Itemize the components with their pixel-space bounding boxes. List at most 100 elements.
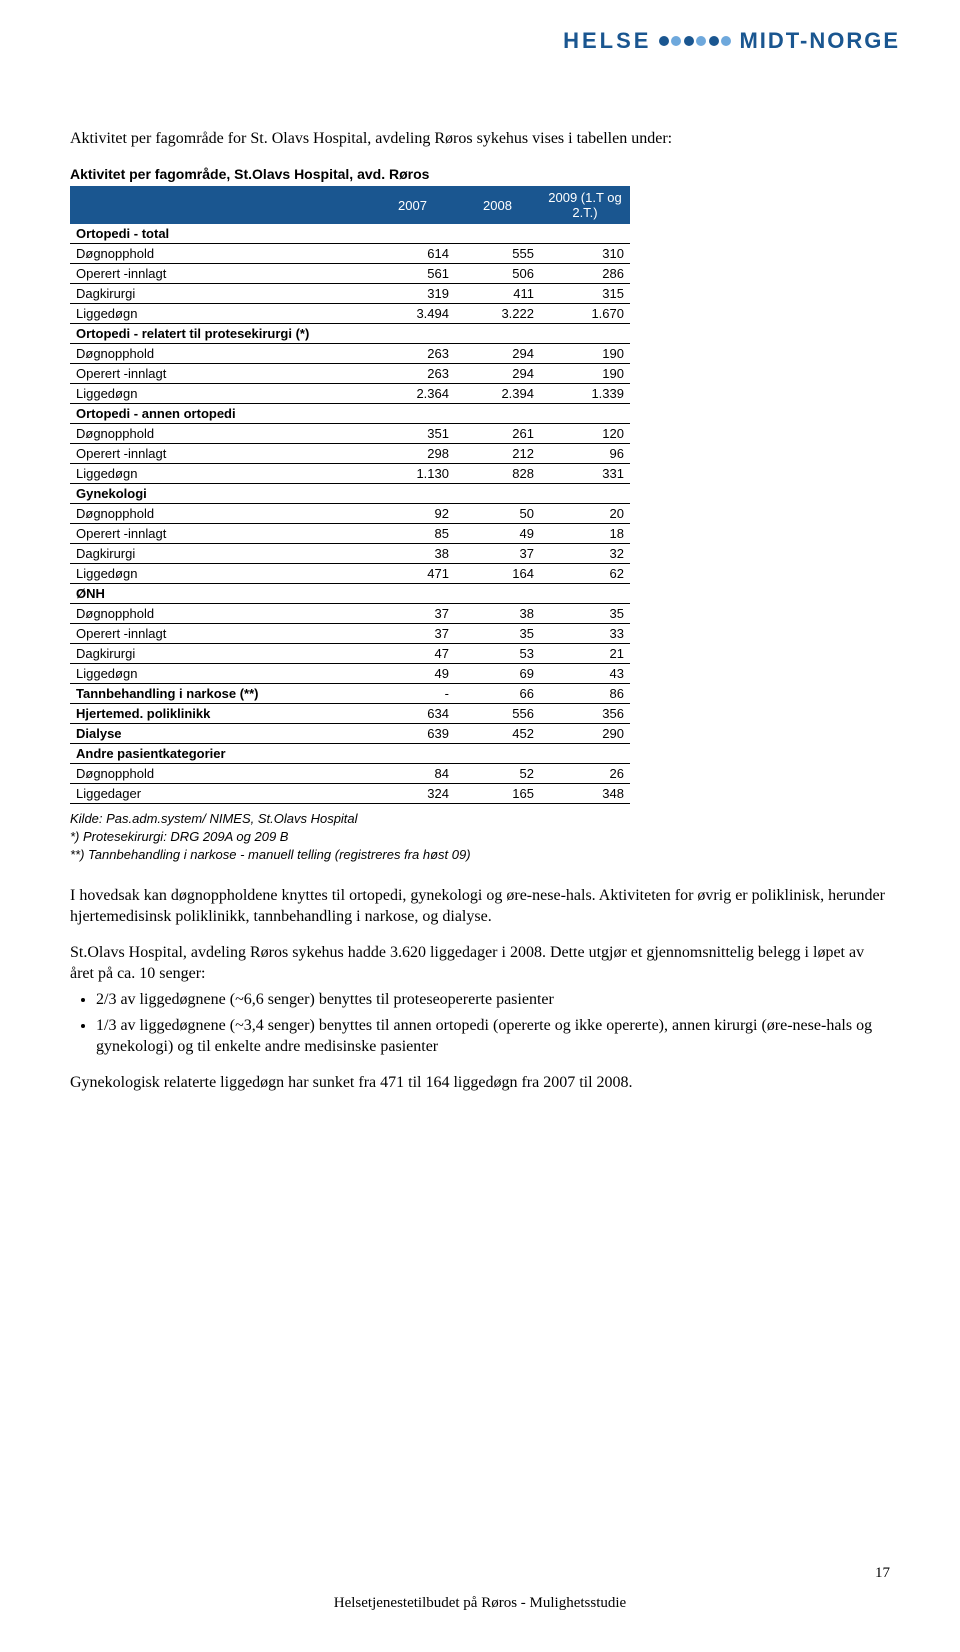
row-value: 1.670 xyxy=(540,304,630,324)
row-value: 555 xyxy=(455,244,540,264)
row-value: 351 xyxy=(370,424,455,444)
row-value: 2.364 xyxy=(370,384,455,404)
row-value: 1.130 xyxy=(370,464,455,484)
row-label: Dialyse xyxy=(70,724,370,744)
row-value: 62 xyxy=(540,564,630,584)
note-star2: **) Tannbehandling i narkose - manuell t… xyxy=(70,846,890,864)
row-label: Liggedøgn xyxy=(70,564,370,584)
row-value: 561 xyxy=(370,264,455,284)
row-value: 556 xyxy=(455,704,540,724)
table-row: Liggedøgn496943 xyxy=(70,664,630,684)
row-value: 66 xyxy=(455,684,540,704)
row-value: 2.394 xyxy=(455,384,540,404)
table-row: Operert -innlagt561506286 xyxy=(70,264,630,284)
activity-table: 2007 2008 2009 (1.T og 2.T.) Ortopedi - … xyxy=(70,186,630,804)
table-row: Liggedøgn1.130828331 xyxy=(70,464,630,484)
table-row: Operert -innlagt373533 xyxy=(70,624,630,644)
table-row: Operert -innlagt854918 xyxy=(70,524,630,544)
row-value: 38 xyxy=(370,544,455,564)
table-row: Døgnopphold373835 xyxy=(70,604,630,624)
table-row: Døgnopphold263294190 xyxy=(70,344,630,364)
col-2009: 2009 (1.T og 2.T.) xyxy=(540,186,630,224)
row-value: 26 xyxy=(540,764,630,784)
row-label: Døgnopphold xyxy=(70,244,370,264)
row-value: 1.339 xyxy=(540,384,630,404)
row-value: 84 xyxy=(370,764,455,784)
row-value: 33 xyxy=(540,624,630,644)
row-value: 37 xyxy=(370,624,455,644)
logo-dots xyxy=(659,36,731,46)
row-value: 69 xyxy=(455,664,540,684)
footer-text: Helsetjenestetilbudet på Røros - Mulighe… xyxy=(0,1595,960,1612)
row-label: Døgnopphold xyxy=(70,424,370,444)
row-label: Dagkirurgi xyxy=(70,544,370,564)
row-value: 85 xyxy=(370,524,455,544)
row-value: 3.222 xyxy=(455,304,540,324)
row-value: 165 xyxy=(455,784,540,804)
col-2008: 2008 xyxy=(455,186,540,224)
row-value: 49 xyxy=(455,524,540,544)
row-value: - xyxy=(370,684,455,704)
row-value: 38 xyxy=(455,604,540,624)
row-value: 50 xyxy=(455,504,540,524)
note-source: Kilde: Pas.adm.system/ NIMES, St.Olavs H… xyxy=(70,810,890,828)
row-value: 92 xyxy=(370,504,455,524)
row-label: Døgnopphold xyxy=(70,504,370,524)
row-value: 21 xyxy=(540,644,630,664)
table-source-notes: Kilde: Pas.adm.system/ NIMES, St.Olavs H… xyxy=(70,810,890,865)
row-value: 212 xyxy=(455,444,540,464)
row-value: 35 xyxy=(455,624,540,644)
row-label: Operert -innlagt xyxy=(70,524,370,544)
row-value: 18 xyxy=(540,524,630,544)
row-label: Døgnopphold xyxy=(70,764,370,784)
table-row: Døgnopphold614555310 xyxy=(70,244,630,264)
table-row: Liggedøgn47116462 xyxy=(70,564,630,584)
row-label: Tannbehandling i narkose (**) xyxy=(70,684,370,704)
paragraph-2: St.Olavs Hospital, avdeling Røros sykehu… xyxy=(70,942,890,985)
row-label: Operert -innlagt xyxy=(70,444,370,464)
row-label: Liggedøgn xyxy=(70,304,370,324)
row-label: Døgnopphold xyxy=(70,604,370,624)
row-value: 331 xyxy=(540,464,630,484)
table-row: Operert -innlagt29821296 xyxy=(70,444,630,464)
logo-midt-text: MIDT-NORGE xyxy=(739,28,900,54)
row-value: 294 xyxy=(455,344,540,364)
row-value: 634 xyxy=(370,704,455,724)
row-value: 471 xyxy=(370,564,455,584)
row-value: 319 xyxy=(370,284,455,304)
table-row: Operert -innlagt263294190 xyxy=(70,364,630,384)
table-section-row: Andre pasientkategorier xyxy=(70,744,630,764)
row-label: Operert -innlagt xyxy=(70,364,370,384)
row-label: Dagkirurgi xyxy=(70,284,370,304)
row-value: 828 xyxy=(455,464,540,484)
row-value: 324 xyxy=(370,784,455,804)
row-value: 37 xyxy=(455,544,540,564)
table-section-row: Ortopedi - total xyxy=(70,224,630,244)
section-label: Ortopedi - total xyxy=(70,224,370,244)
table-section-row: Gynekologi xyxy=(70,484,630,504)
header-logo: HELSE MIDT-NORGE xyxy=(563,28,900,54)
section-label: ØNH xyxy=(70,584,370,604)
row-value: 263 xyxy=(370,364,455,384)
note-star1: *) Protesekirurgi: DRG 209A og 209 B xyxy=(70,828,890,846)
table-section-row: ØNH xyxy=(70,584,630,604)
row-value: 263 xyxy=(370,344,455,364)
row-label: Hjertemed. poliklinikk xyxy=(70,704,370,724)
row-value: 120 xyxy=(540,424,630,444)
section-label: Ortopedi - relatert til protesekirurgi (… xyxy=(70,324,370,344)
row-label: Dagkirurgi xyxy=(70,644,370,664)
row-label: Operert -innlagt xyxy=(70,624,370,644)
row-value: 356 xyxy=(540,704,630,724)
row-value: 452 xyxy=(455,724,540,744)
row-value: 53 xyxy=(455,644,540,664)
table-row: Tannbehandling i narkose (**)-6686 xyxy=(70,684,630,704)
table-row: Liggedager324165348 xyxy=(70,784,630,804)
col-blank xyxy=(70,186,370,224)
row-value: 37 xyxy=(370,604,455,624)
row-value: 411 xyxy=(455,284,540,304)
page-content: Aktivitet per fagområde for St. Olavs Ho… xyxy=(70,130,890,1107)
row-label: Døgnopphold xyxy=(70,344,370,364)
section-label: Andre pasientkategorier xyxy=(70,744,370,764)
table-row: Dialyse639452290 xyxy=(70,724,630,744)
row-value: 261 xyxy=(455,424,540,444)
